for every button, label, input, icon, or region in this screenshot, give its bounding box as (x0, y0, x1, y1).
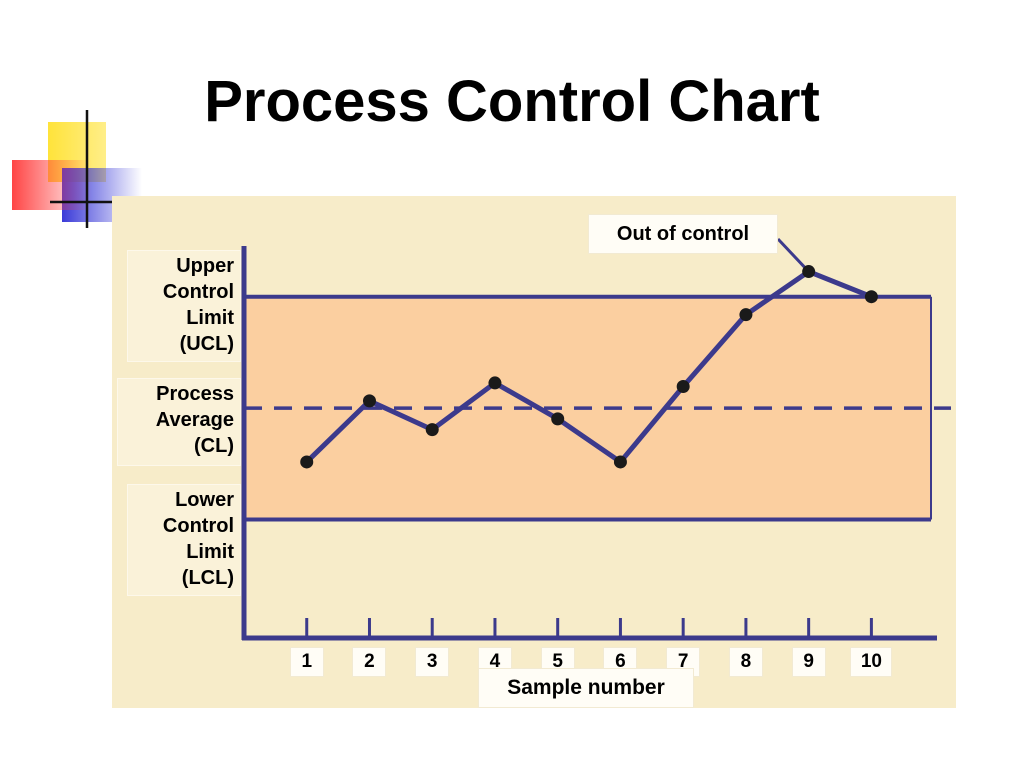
x-tick-label-2: 2 (352, 647, 387, 677)
data-point-6 (613, 455, 627, 469)
data-point-2 (362, 394, 376, 408)
series-line (304, 269, 873, 465)
x-tick-label-10: 10 (850, 647, 893, 677)
x-tick-label-3: 3 (415, 647, 450, 677)
out-of-control-annotation: Out of control (588, 214, 778, 254)
data-point-5 (551, 412, 565, 426)
slide-title: Process Control Chart (204, 69, 820, 134)
slide-decoration (12, 110, 142, 228)
annotation-pointer (776, 237, 810, 273)
data-point-3 (425, 423, 439, 437)
x-tick-label-1: 1 (289, 647, 324, 677)
x-tick-label-9: 9 (791, 647, 826, 677)
cl-label: Process Average (CL) (117, 378, 241, 466)
data-point-4 (488, 376, 502, 390)
ucl-label: Upper Control Limit (UCL) (127, 250, 241, 362)
data-point-9 (802, 265, 816, 279)
data-point-7 (676, 380, 690, 394)
lcl-label: Lower Control Limit (LCL) (127, 484, 241, 596)
data-point-8 (739, 308, 753, 322)
data-point-1 (300, 455, 314, 469)
data-point-10 (864, 290, 878, 304)
x-tick-label-8: 8 (728, 647, 763, 677)
x-axis-label: Sample number (478, 668, 694, 708)
